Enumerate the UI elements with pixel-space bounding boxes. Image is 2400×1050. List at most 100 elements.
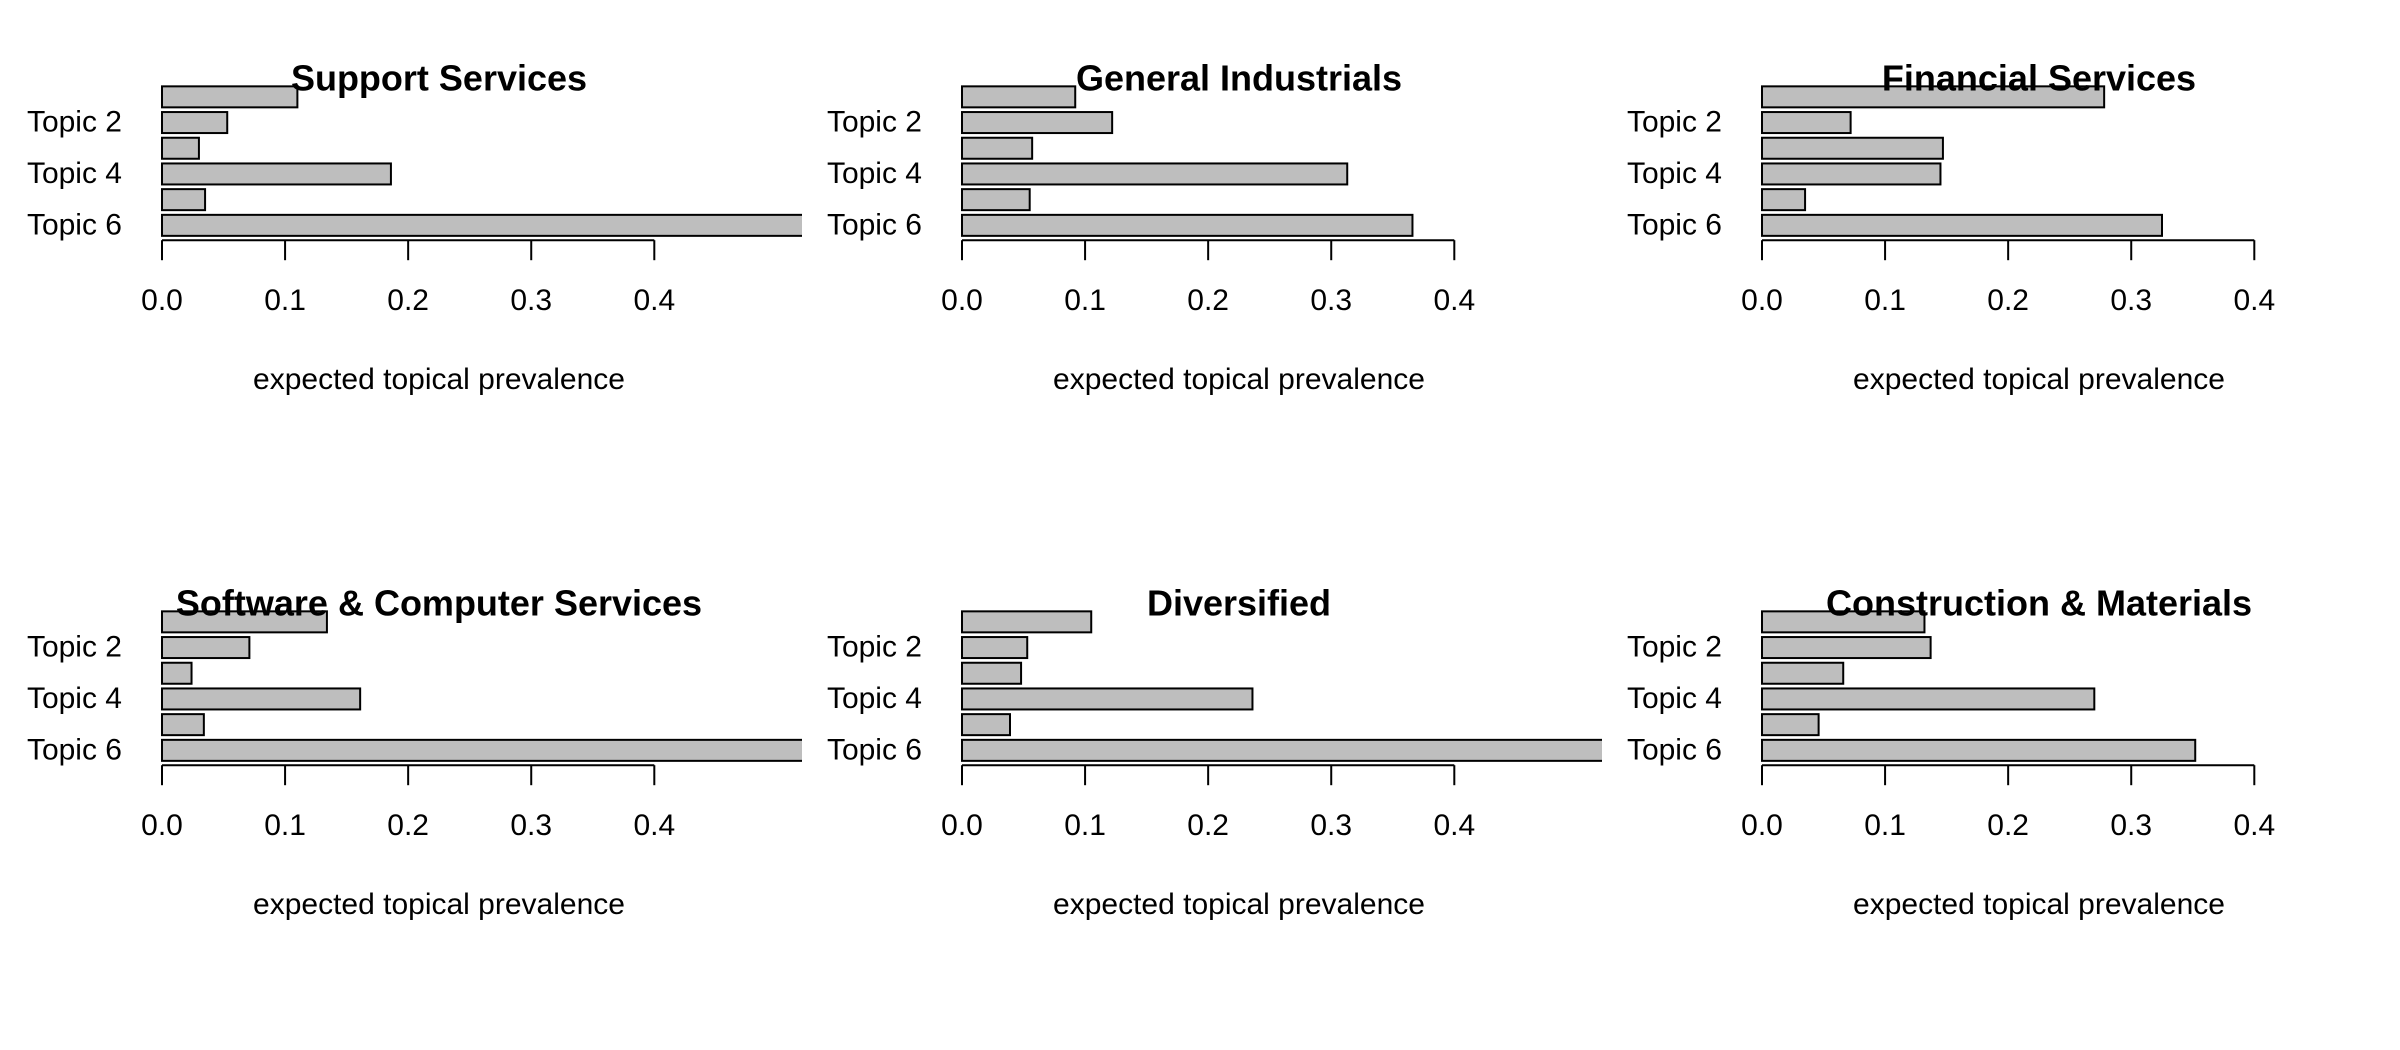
x-tick-label: 0.4 — [633, 284, 675, 317]
bar — [1761, 136, 1944, 160]
x-tick-label: 0.0 — [941, 284, 983, 317]
chart-title: Software & Computer Services — [176, 583, 702, 624]
bar — [161, 636, 251, 660]
x-tick-label: 0.2 — [387, 809, 429, 842]
x-tick-label: 0.0 — [141, 809, 183, 842]
panel: Topic 2 Topic 4 Topic 6 0.0 0.1 0.2 0.3 0.4 Dive… — [827, 583, 1602, 921]
bar — [161, 111, 229, 135]
bar — [1761, 636, 1932, 660]
x-tick-label: 0.1 — [1864, 809, 1906, 842]
chart-title: Diversified — [1147, 583, 1331, 624]
y-tick-label: Topic 2 — [27, 105, 122, 138]
x-tick-label: 0.0 — [1741, 809, 1783, 842]
panel: Topic 2 Topic 4 Topic 6 0.0 0.1 0.2 0.3 0.4 Fina… — [1627, 58, 2275, 397]
x-axis-label: expected topical prevalence — [1853, 888, 2225, 921]
x-tick-label: 0.4 — [633, 809, 675, 842]
bar — [1761, 661, 1845, 685]
panel: Topic 2 Topic 4 Topic 6 0.0 0.1 0.2 0.3 0.4 Soft… — [27, 583, 802, 921]
x-tick-label: 0.3 — [1310, 284, 1352, 317]
bar — [1761, 713, 1820, 737]
x-tick-label: 0.2 — [1187, 809, 1229, 842]
bar — [1761, 738, 2197, 762]
x-tick-label: 0.0 — [941, 809, 983, 842]
x-axis-label: expected topical prevalence — [1053, 888, 1425, 921]
x-tick-label: 0.0 — [141, 284, 183, 317]
bar — [961, 136, 1034, 160]
bar — [1761, 162, 1942, 186]
bar — [1761, 111, 1852, 135]
panel: Topic 2 Topic 4 Topic 6 0.0 0.1 0.2 0.3 0.4 Cons… — [1627, 583, 2275, 922]
bar — [161, 85, 299, 109]
bar — [161, 661, 193, 685]
x-tick-label: 0.1 — [264, 809, 306, 842]
x-tick-label: 0.3 — [2110, 809, 2152, 842]
y-tick-label: Topic 4 — [27, 157, 122, 190]
y-tick-label: Topic 6 — [827, 208, 922, 241]
bar — [961, 188, 1031, 212]
bars — [161, 610, 802, 762]
bar — [961, 738, 1602, 762]
x-tick-label: 0.0 — [1741, 284, 1783, 317]
bar — [1761, 85, 2106, 109]
x-tick-label: 0.1 — [1064, 809, 1106, 842]
y-tick-label: Topic 4 — [827, 682, 922, 715]
x-tick-label: 0.2 — [1987, 284, 2029, 317]
chart-title: Financial Services — [1882, 58, 2196, 99]
y-tick-label: Topic 6 — [27, 733, 122, 766]
x-tick-label: 0.3 — [510, 284, 552, 317]
chart-title: General Industrials — [1076, 58, 1402, 99]
y-tick-label: Topic 2 — [827, 105, 922, 138]
bar — [961, 162, 1349, 186]
bars — [961, 85, 1414, 237]
chart-title: Construction & Materials — [1826, 583, 2252, 624]
x-tick-label: 0.4 — [1433, 809, 1475, 842]
y-tick-label: Topic 4 — [1627, 682, 1722, 715]
x-axis-label: expected topical prevalence — [1053, 363, 1425, 396]
x-tick-label: 0.2 — [1187, 284, 1229, 317]
x-axis-label: expected topical prevalence — [253, 363, 625, 396]
y-tick-label: Topic 4 — [27, 682, 122, 715]
x-tick-label: 0.3 — [2110, 284, 2152, 317]
bar — [961, 687, 1254, 711]
y-tick-label: Topic 6 — [827, 733, 922, 766]
panel: Topic 2 Topic 4 Topic 6 0.0 0.1 0.2 0.3 0.4 Gene… — [827, 58, 1475, 397]
y-tick-label: Topic 4 — [827, 157, 922, 190]
bar — [961, 610, 1093, 634]
bar — [161, 687, 362, 711]
y-tick-label: Topic 2 — [1627, 105, 1722, 138]
x-tick-label: 0.3 — [1310, 809, 1352, 842]
x-tick-label: 0.1 — [1864, 284, 1906, 317]
bar — [161, 738, 802, 762]
panel: Topic 2 Topic 4 Topic 6 0.0 0.1 0.2 0.3 0.4 Supp… — [27, 58, 802, 396]
bar — [961, 213, 1414, 237]
bars — [961, 610, 1602, 762]
bar — [161, 136, 200, 160]
bar — [961, 85, 1077, 109]
bars — [161, 85, 802, 237]
chart-title: Support Services — [291, 58, 587, 99]
x-tick-label: 0.4 — [2233, 284, 2275, 317]
y-tick-label: Topic 6 — [1627, 733, 1722, 766]
bar — [961, 111, 1114, 135]
x-tick-label: 0.2 — [1987, 809, 2029, 842]
x-tick-label: 0.4 — [2233, 809, 2275, 842]
x-tick-label: 0.1 — [1064, 284, 1106, 317]
x-tick-label: 0.3 — [510, 809, 552, 842]
bars — [1761, 610, 2197, 762]
y-tick-label: Topic 4 — [1627, 157, 1722, 190]
bar — [161, 713, 205, 737]
x-tick-label: 0.4 — [1433, 284, 1475, 317]
y-tick-label: Topic 6 — [27, 208, 122, 241]
bar — [1761, 610, 1926, 634]
x-axis-label: expected topical prevalence — [1853, 363, 2225, 396]
bar — [161, 213, 802, 237]
bar — [961, 636, 1029, 660]
x-tick-label: 0.2 — [387, 284, 429, 317]
bar — [961, 713, 1011, 737]
bar — [161, 188, 207, 212]
bar — [1761, 188, 1807, 212]
bar — [161, 162, 392, 186]
bar — [961, 661, 1023, 685]
bar — [1761, 687, 2096, 711]
